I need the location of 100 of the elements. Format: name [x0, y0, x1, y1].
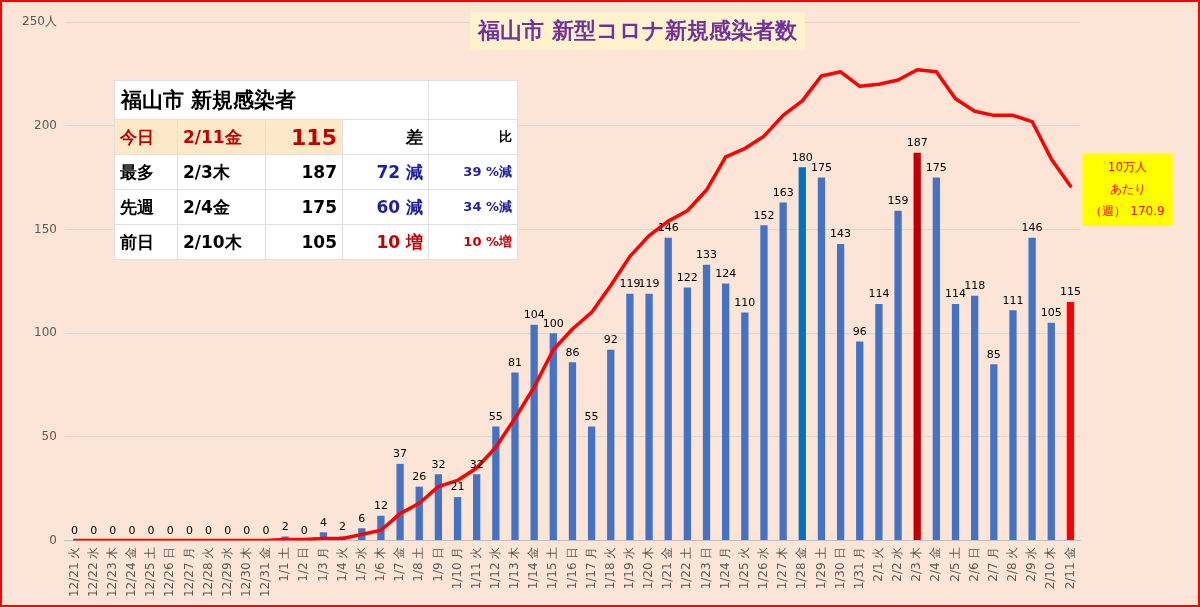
data-label: 0: [224, 523, 232, 537]
x-tick-label: 12/22 水: [85, 546, 100, 598]
data-label: 2: [339, 519, 347, 533]
data-label: 2: [281, 519, 289, 533]
x-tick-label: 1/27 木: [775, 546, 790, 590]
data-label: 12: [373, 499, 388, 513]
x-tick-label: 12/25 土: [143, 546, 158, 598]
x-tick-label: 1/19 水: [622, 546, 637, 590]
bar: [587, 426, 596, 541]
data-label: 104: [523, 308, 545, 322]
x-tick-label: 1/24 月: [717, 546, 732, 590]
bar: [1028, 237, 1036, 541]
data-label: 55: [584, 409, 599, 423]
data-label: 0: [243, 523, 251, 537]
x-tick-label: 1/16 日: [564, 546, 579, 590]
annotation: 10 増: [342, 224, 429, 260]
data-label: 146: [657, 221, 679, 235]
x-tick-label: 2/1 火: [871, 546, 886, 582]
y-tick-label: 250人: [22, 14, 57, 29]
x-tick-label: 1/22 土: [679, 546, 694, 590]
x-tick-label: 12/24 金: [124, 546, 139, 598]
bar: [1047, 322, 1055, 541]
x-tick-label: 1/7 金: [392, 546, 407, 582]
x-tick-label: 1/28 金: [794, 546, 809, 590]
data-label: 86: [565, 345, 580, 359]
x-tick-label: 12/27 月: [181, 546, 196, 598]
data-label: 0: [262, 523, 270, 537]
data-label: 187: [906, 136, 928, 150]
data-label: 0: [109, 523, 117, 537]
data-label: 37: [393, 447, 408, 461]
x-tick-label: 2/11 金: [1062, 546, 1077, 590]
bar: [894, 210, 902, 541]
annotation: 60 減: [342, 189, 429, 225]
bar: [434, 474, 443, 541]
x-tick-label: 12/26 日: [162, 546, 177, 598]
data-label: 163: [772, 185, 794, 199]
x-tick-label: 2/8 火: [1005, 546, 1020, 582]
bar: [722, 283, 730, 541]
bar: [1066, 302, 1075, 541]
data-label: 175: [810, 160, 832, 174]
y-tick-label: 100: [34, 325, 57, 340]
bar: [626, 293, 634, 541]
data-label: 119: [638, 277, 660, 291]
x-tick-label: 2/5 土: [947, 546, 962, 582]
x-tick-label: 1/26 水: [756, 546, 771, 590]
annotation: 10万人あたり（週） 170.9: [1090, 160, 1165, 219]
annotation: 今日: [114, 119, 178, 155]
x-tick-label: 1/10 月: [449, 546, 464, 590]
data-label: 55: [488, 409, 503, 423]
data-label: 105: [1040, 306, 1062, 320]
y-tick-label: 150: [34, 221, 57, 236]
annotation: 2/11金: [177, 119, 266, 155]
bar: [1009, 310, 1017, 541]
bar: [664, 237, 672, 541]
x-tick-label: 1/9 日: [430, 546, 445, 582]
bar: [549, 333, 557, 541]
x-tick-label: 1/30 日: [832, 546, 847, 590]
data-label: 114: [945, 287, 967, 301]
x-tick-label: 1/31 月: [851, 546, 866, 590]
y-tick-label: 0: [49, 532, 57, 547]
x-tick-label: 1/1 土: [277, 546, 292, 582]
data-label: 0: [70, 523, 78, 537]
x-tick-label: 1/5 水: [353, 546, 368, 582]
bar: [473, 474, 481, 541]
data-label: 175: [925, 160, 947, 174]
text: 福山市 新規感染者: [114, 80, 429, 120]
x-tick-label: 2/4 金: [928, 546, 943, 582]
data-label: 146: [1021, 221, 1043, 235]
data-label: 81: [507, 355, 522, 369]
data-label: 4: [319, 515, 327, 529]
bar: [702, 264, 711, 541]
annotation: 最多: [114, 154, 178, 190]
x-tick-label: 1/29 土: [813, 546, 828, 590]
x-tick-label: 1/21 金: [660, 546, 675, 590]
y-tick-label: 200: [34, 117, 57, 132]
x-tick-label: 1/23 日: [698, 546, 713, 590]
annotation: 差: [342, 119, 429, 155]
data-label: 111: [1002, 293, 1024, 307]
data-label: 0: [185, 523, 193, 537]
y-tick-label: 50: [41, 429, 57, 444]
bar: [875, 304, 883, 541]
x-tick-label: 1/14 金: [526, 546, 541, 590]
annotation: 105: [265, 224, 343, 260]
x-tick-label: 1/18 火: [602, 546, 617, 590]
data-label: 0: [147, 523, 155, 537]
data-label: 180: [791, 150, 813, 164]
x-tick-label: 2/2 水: [890, 546, 905, 582]
x-tick-label: 12/30 木: [238, 546, 253, 598]
bar: [530, 324, 538, 541]
data-label: 110: [734, 295, 756, 309]
data-label: 0: [205, 523, 213, 537]
x-tick-label: 1/13 木: [507, 546, 522, 590]
x-tick-label: 1/6 木: [373, 546, 388, 582]
data-label: 92: [603, 333, 618, 347]
x-tick-label: 1/20 木: [641, 546, 656, 590]
bar: [951, 304, 960, 541]
bar: [511, 372, 519, 541]
annotation: 39 %減: [428, 154, 518, 190]
data-label: 0: [128, 523, 136, 537]
annotation: 175: [265, 189, 343, 225]
